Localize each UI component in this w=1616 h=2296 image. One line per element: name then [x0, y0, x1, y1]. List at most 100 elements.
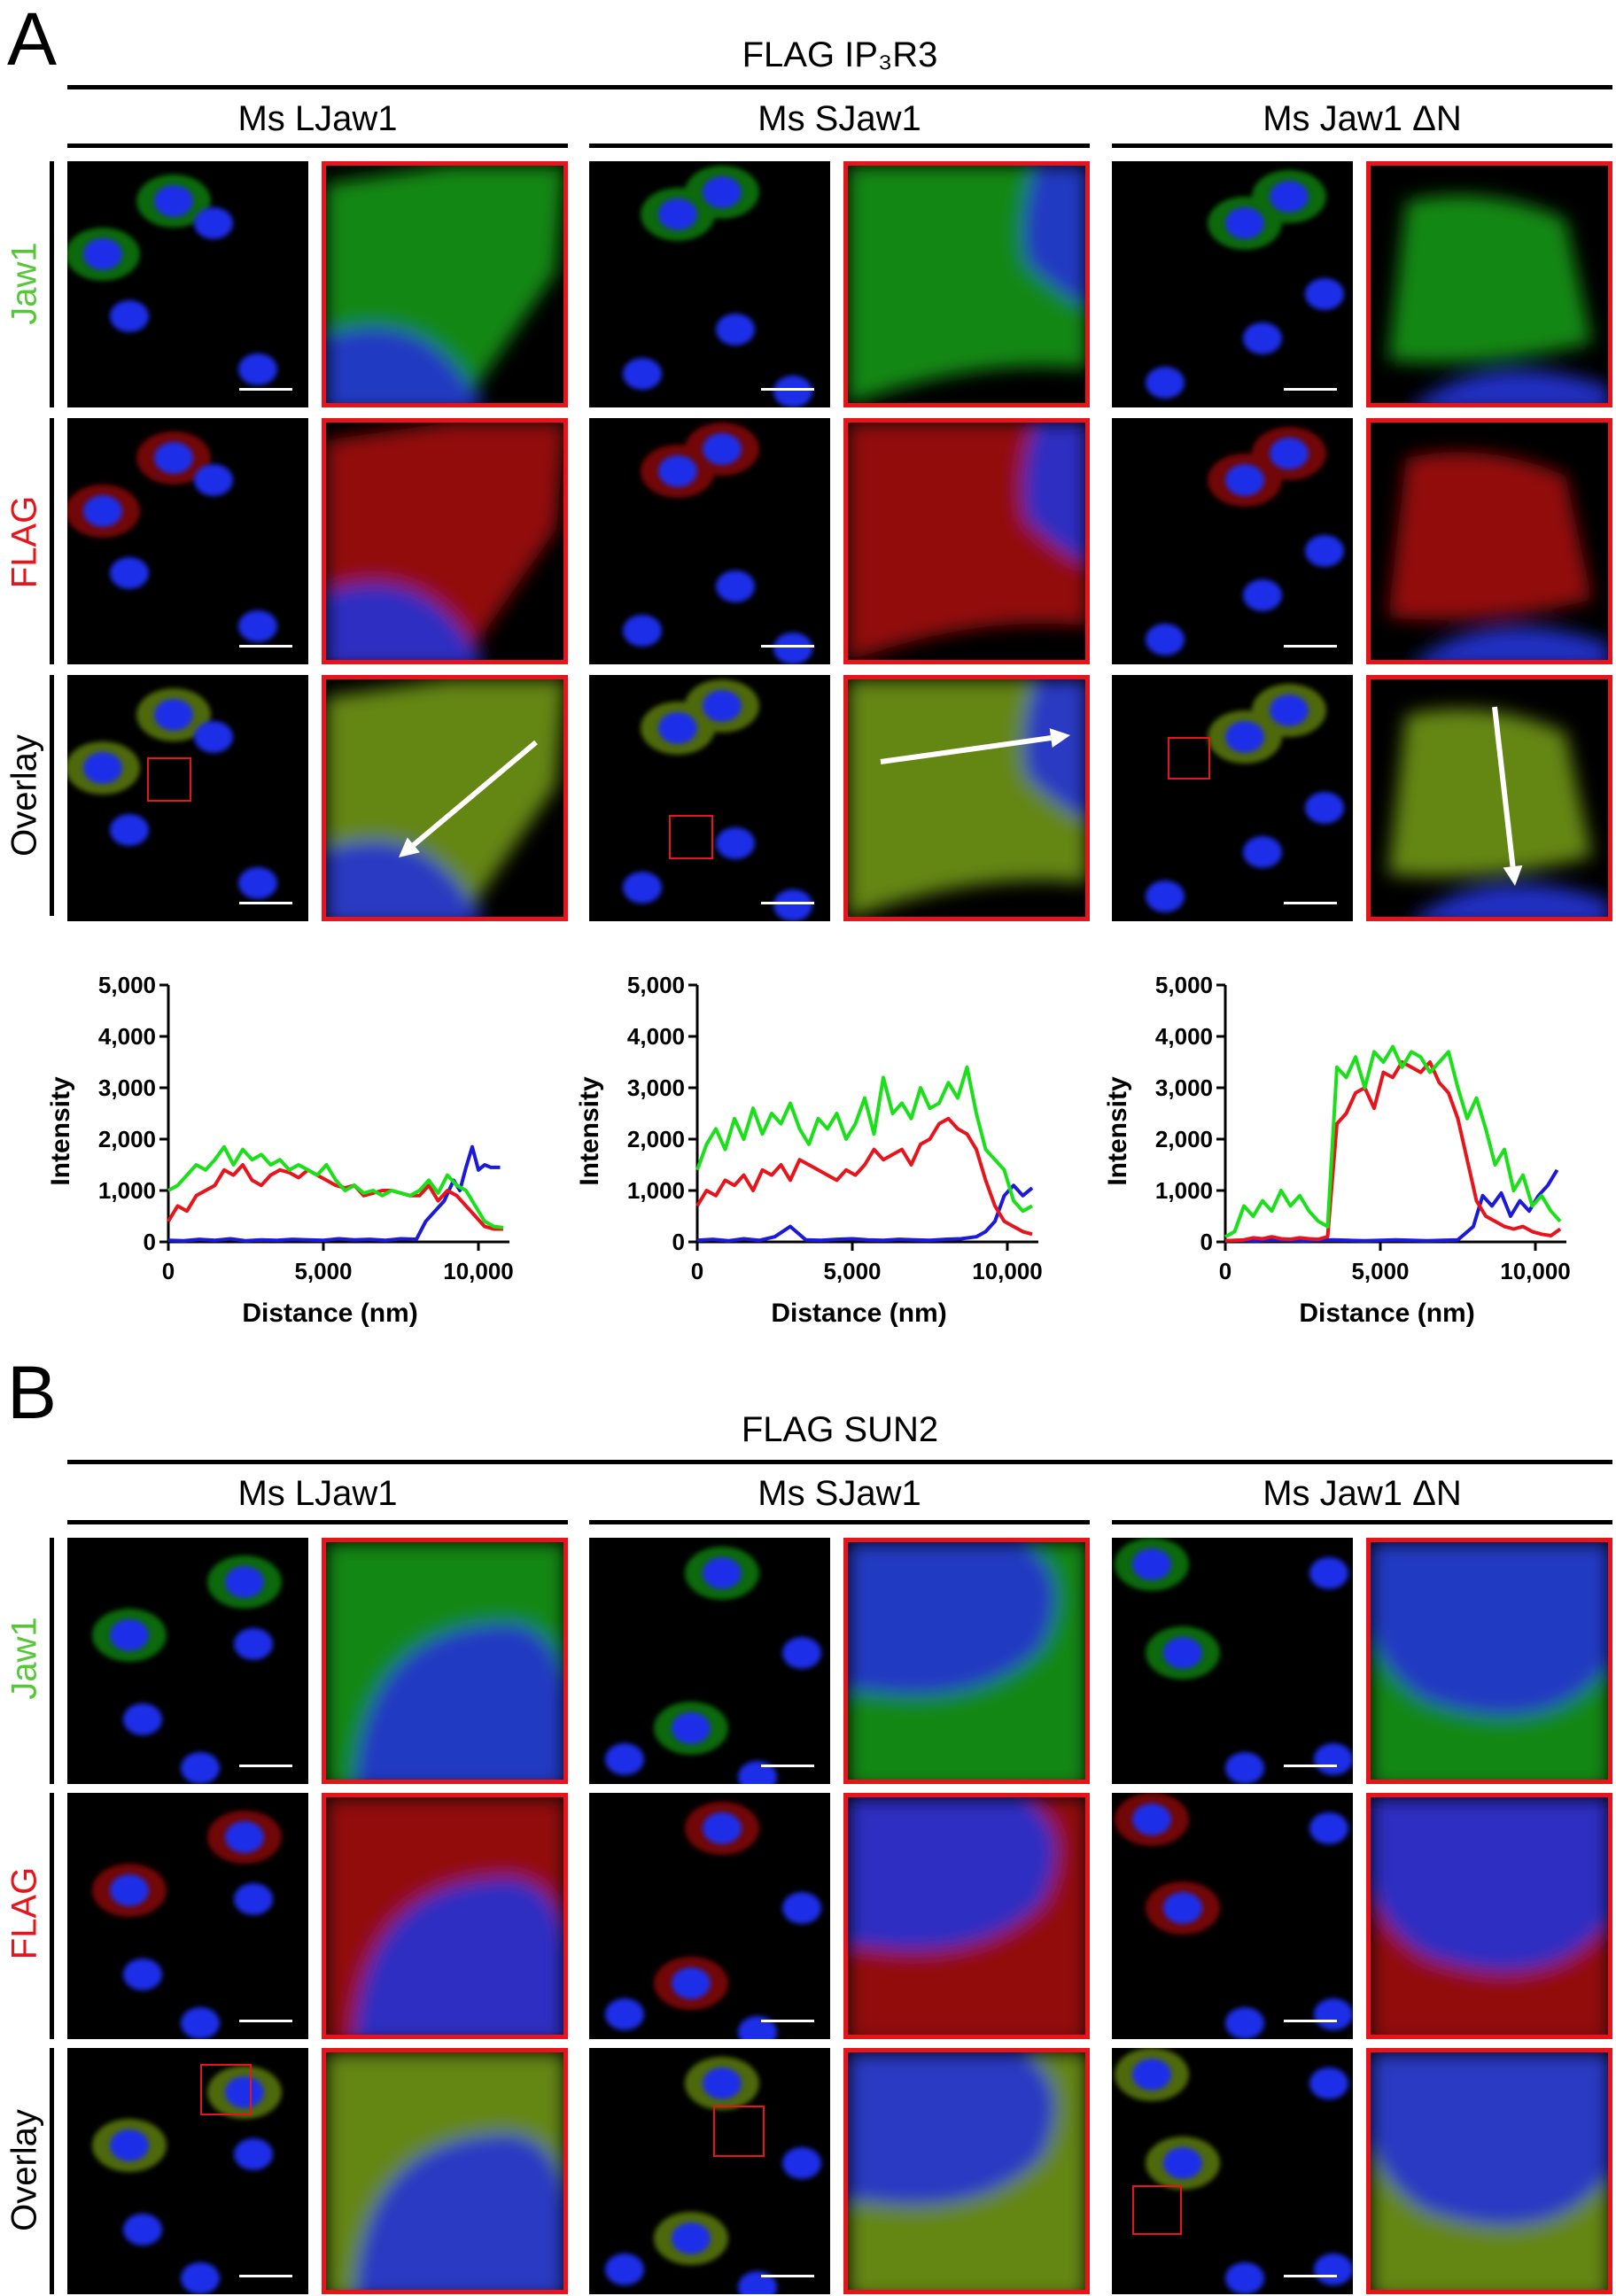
panel-a-row-rule-1	[50, 161, 54, 407]
panel-a-zoom-image-col3-row3	[1366, 675, 1612, 921]
x-tick-label: 5,000	[823, 1258, 881, 1284]
panel-a-col-rule-1	[67, 144, 568, 148]
scale-bar	[1284, 645, 1337, 648]
panel-b-field-image-col3-row1	[1112, 1538, 1353, 1784]
scale-bar	[239, 645, 292, 648]
roi-box	[713, 2106, 765, 2157]
panel-a-row-label-flag: FLAG	[4, 495, 44, 589]
series-line-red	[1224, 1060, 1562, 1243]
series-line-blue	[167, 1144, 501, 1243]
panel-a-zoom-image-col2-row2	[843, 418, 1090, 664]
panel-a-col-header-1: Ms LJaw1	[237, 99, 398, 138]
series-line-red	[695, 1116, 1033, 1237]
panel-b-field-image-col1-row3	[67, 2048, 308, 2294]
panel-a-zoom-image-col1-row1	[322, 161, 568, 407]
scale-bar	[239, 902, 292, 904]
y-tick-label: 0	[1200, 1229, 1213, 1255]
panel-b-field-image-col3-row2	[1112, 1793, 1353, 2039]
panel-b-field-image-col3-row3	[1112, 2048, 1353, 2294]
panel-b-zoom-image-col1-row2	[322, 1793, 568, 2039]
y-tick-label: 2,000	[98, 1126, 156, 1152]
y-tick-label: 1,000	[98, 1177, 156, 1204]
panel-b-zoom-image-col3-row1	[1366, 1538, 1612, 1784]
panel-a-col-rule-2	[589, 144, 1090, 148]
line-profile-chart-2: 0 1,000 2,000 3,000 4,000 5,000 0 5,000 10,000 Di…	[575, 972, 1043, 1328]
y-tick-label: 1,000	[1155, 1177, 1213, 1204]
panel-a-zoom-image-col2-row1	[843, 161, 1090, 407]
scale-bar	[239, 388, 292, 391]
roi-box	[1168, 737, 1210, 780]
scale-bar	[761, 645, 814, 648]
panel-b-col-rule-2	[589, 1520, 1090, 1524]
scale-bar	[761, 902, 814, 904]
series-line-green	[1224, 1044, 1562, 1238]
y-tick-label: 2,000	[627, 1126, 685, 1152]
y-tick-label: 5,000	[98, 972, 156, 998]
scale-bar	[239, 2020, 292, 2022]
panel-b-row-rule-2	[50, 1793, 54, 2039]
line-profile-chart-1: 0 1,000 2,000 3,000 4,000 5,000 0 5,000 10,000 Di…	[46, 972, 514, 1328]
panel-b-zoom-image-col1-row1	[322, 1538, 568, 1784]
x-tick-label: 0	[1219, 1258, 1231, 1284]
chart-sjaw1-ip3r3: 0 1,000 2,000 3,000 4,000 5,000 0 5,000 10,000 Di…	[564, 966, 1087, 1346]
scale-bar	[1284, 902, 1337, 904]
panel-b-col-rule-3	[1112, 1520, 1612, 1524]
panel-b-field-image-col2-row2	[589, 1793, 830, 2039]
x-tick-label: 10,000	[1500, 1258, 1571, 1284]
panel-b-row-label-flag: FLAG	[4, 1866, 44, 1960]
scale-bar	[761, 1765, 814, 1767]
panel-a-letter: A	[7, 0, 58, 81]
series-line-red	[167, 1163, 503, 1231]
panel-b-row-label-jaw1: Jaw1	[4, 1617, 44, 1700]
roi-box	[669, 815, 713, 859]
panel-b-zoom-image-col2-row1	[843, 1538, 1090, 1784]
panel-a-zoom-image-col1-row2	[322, 418, 568, 664]
panel-b-col-header-1: Ms LJaw1	[237, 1474, 398, 1513]
panel-a-field-image-col2-row1	[589, 161, 830, 407]
x-tick-label: 5,000	[294, 1258, 352, 1284]
panel-a-field-image-col3-row3	[1112, 675, 1353, 921]
x-tick-label: 5,000	[1351, 1258, 1409, 1284]
panel-a-zoom-image-col3-row1	[1366, 161, 1612, 407]
y-tick-label: 4,000	[627, 1023, 685, 1050]
panel-b-field-image-col2-row1	[589, 1538, 830, 1784]
panel-a-row-rule-3	[50, 675, 54, 916]
y-tick-label: 4,000	[1155, 1023, 1213, 1050]
panel-b-row-label-overlay: Overlay	[4, 2109, 44, 2231]
y-axis-title: Intensity	[46, 1076, 75, 1186]
panel-b-letter: B	[7, 1351, 58, 1434]
series-line-blue	[696, 1183, 1034, 1243]
panel-b-zoom-image-col1-row3	[322, 2048, 568, 2294]
panel-a-field-image-col1-row1	[67, 161, 308, 407]
y-tick-label: 4,000	[98, 1023, 156, 1050]
scale-bar	[239, 1765, 292, 1767]
scale-bar	[761, 388, 814, 391]
panel-b-col-rule-1	[67, 1520, 568, 1524]
panel-a-row-label-jaw1: Jaw1	[4, 242, 44, 325]
panel-b-field-image-col1-row2	[67, 1793, 308, 2039]
panel-b-col-header-3: Ms Jaw1 ΔN	[1262, 1474, 1462, 1513]
panel-b-zoom-image-col2-row3	[843, 2048, 1090, 2294]
y-axis-title: Intensity	[575, 1076, 604, 1186]
panel-a-col-header-3: Ms Jaw1 ΔN	[1262, 99, 1462, 138]
panel-b-construct-title: FLAG SUN2	[741, 1410, 939, 1449]
y-axis-title: Intensity	[1103, 1076, 1132, 1186]
chart-jaw1dn-ip3r3: 0 1,000 2,000 3,000 4,000 5,000 0 5,000 10,000 Di…	[1092, 966, 1615, 1346]
y-tick-label: 1,000	[627, 1177, 685, 1204]
panel-b-zoom-image-col3-row2	[1366, 1793, 1612, 2039]
panel-a-field-image-col3-row2	[1112, 418, 1353, 664]
panel-a-field-image-col2-row3	[589, 675, 830, 921]
chart-ljaw1-ip3r3: 0 1,000 2,000 3,000 4,000 5,000 0 5,000 10,000 Di…	[35, 966, 558, 1346]
scale-bar	[1284, 2020, 1337, 2022]
panel-b-row-rule-1	[50, 1538, 54, 1784]
panel-b-zoom-image-col2-row2	[843, 1793, 1090, 2039]
y-tick-label: 3,000	[98, 1074, 156, 1101]
y-tick-label: 5,000	[1155, 972, 1213, 998]
panel-a-field-image-col1-row2	[67, 418, 308, 664]
panel-b-row-rule-3	[50, 2048, 54, 2294]
panel-b-zoom-image-col3-row3	[1366, 2048, 1612, 2294]
y-tick-label: 3,000	[1155, 1074, 1213, 1101]
scale-bar	[1284, 1765, 1337, 1767]
x-axis-title: Distance (nm)	[771, 1299, 946, 1328]
panel-a-field-image-col2-row2	[589, 418, 830, 664]
